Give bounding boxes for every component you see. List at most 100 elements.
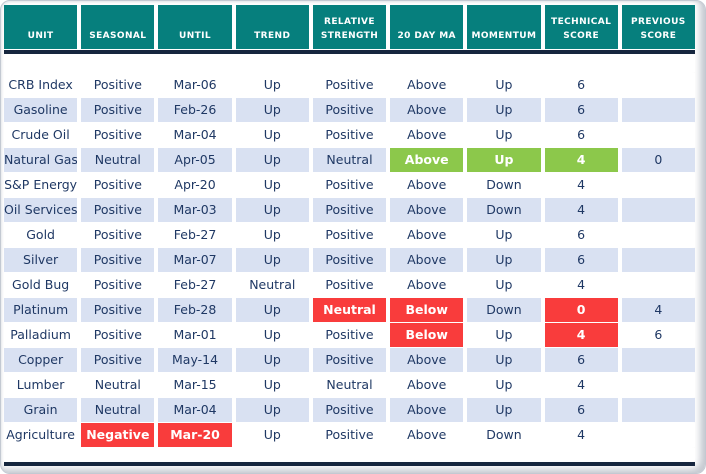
cell-relative-strength: Neutral [312,373,387,397]
cell-unit: CRB Index [4,73,78,97]
cell-technical-score: 6 [544,73,618,97]
cell-technical-score: 6 [544,398,618,422]
cell-relative-strength: Positive [312,123,387,147]
cell-momentum: Up [467,248,541,272]
cell-previous-score: 4 [621,298,695,322]
cell-seasonal: Positive [81,248,155,272]
cell-momentum: Up [467,123,541,147]
cell-trend: Up [235,73,309,97]
cell-unit: Gold [4,223,78,247]
cell-previous-score [621,123,695,147]
cell-until: Apr-20 [158,173,232,197]
commodity-score-table: UNIT SEASONAL UNTIL TREND RELATIVE STREN… [4,5,695,466]
cell-trend: Up [235,198,309,222]
column-header-momentum: MOMENTUM [467,5,541,49]
column-header-trend: TREND [235,5,309,49]
cell-unit: Oil Services [4,198,78,222]
cell-until: Mar-01 [158,323,232,347]
cell-trend: Up [235,423,309,447]
cell-until: May-14 [158,348,232,372]
header-underline-rule [4,50,695,54]
cell-trend: Up [235,323,309,347]
cell-momentum: Up [467,373,541,397]
cell-previous-score [621,373,695,397]
column-header-unit: UNIT [4,5,78,49]
cell-momentum: Up [467,398,541,422]
header-spacer-row [4,55,695,72]
cell-technical-score: 4 [544,323,618,347]
cell-unit: Natural Gas [4,148,78,172]
cell-technical-score: 4 [544,173,618,197]
cell-relative-strength: Positive [312,73,387,97]
cell-20-day-ma: Above [390,98,464,122]
cell-relative-strength: Neutral [312,298,387,322]
cell-seasonal: Positive [81,123,155,147]
cell-trend: Up [235,298,309,322]
cell-technical-score: 6 [544,223,618,247]
cell-unit: Agriculture [4,423,78,447]
column-header-until: UNTIL [158,5,232,49]
cell-technical-score: 0 [544,298,618,322]
cell-unit: Palladium [4,323,78,347]
cell-relative-strength: Positive [312,173,387,197]
cell-seasonal: Positive [81,298,155,322]
cell-relative-strength: Neutral [312,148,387,172]
cell-technical-score: 6 [544,248,618,272]
column-header-seasonal: SEASONAL [81,5,155,49]
cell-seasonal: Positive [81,173,155,197]
cell-technical-score: 6 [544,348,618,372]
cell-momentum: Up [467,348,541,372]
cell-20-day-ma: Above [390,423,464,447]
cell-until: Mar-04 [158,398,232,422]
cell-relative-strength: Positive [312,248,387,272]
cell-trend: Up [235,173,309,197]
cell-seasonal: Positive [81,323,155,347]
cell-20-day-ma: Above [390,173,464,197]
cell-momentum: Up [467,323,541,347]
cell-previous-score [621,398,695,422]
cell-momentum: Up [467,148,541,172]
cell-unit: Crude Oil [4,123,78,147]
cell-until: Feb-27 [158,223,232,247]
cell-relative-strength: Positive [312,348,387,372]
cell-seasonal: Negative [81,423,155,447]
cell-relative-strength: Positive [312,198,387,222]
cell-unit: Copper [4,348,78,372]
cell-until: Apr-05 [158,148,232,172]
cell-20-day-ma: Above [390,123,464,147]
cell-20-day-ma: Above [390,148,464,172]
cell-seasonal: Neutral [81,148,155,172]
cell-seasonal: Positive [81,273,155,297]
cell-seasonal: Positive [81,348,155,372]
cell-momentum: Down [467,298,541,322]
cell-previous-score: 0 [621,148,695,172]
cell-20-day-ma: Above [390,73,464,97]
cell-momentum: Down [467,198,541,222]
cell-seasonal: Neutral [81,373,155,397]
cell-momentum: Up [467,98,541,122]
cell-unit: Gold Bug [4,273,78,297]
cell-relative-strength: Positive [312,273,387,297]
cell-trend: Up [235,148,309,172]
cell-previous-score [621,98,695,122]
cell-technical-score: 6 [544,123,618,147]
cell-unit: Silver [4,248,78,272]
cell-relative-strength: Positive [312,223,387,247]
cell-until: Mar-20 [158,423,232,447]
cell-trend: Up [235,98,309,122]
cell-momentum: Down [467,173,541,197]
cell-unit: Grain [4,398,78,422]
cell-previous-score [621,273,695,297]
cell-seasonal: Positive [81,98,155,122]
cell-relative-strength: Positive [312,323,387,347]
cell-seasonal: Positive [81,198,155,222]
cell-previous-score [621,198,695,222]
cell-20-day-ma: Above [390,223,464,247]
cell-trend: Neutral [235,273,309,297]
cell-technical-score: 6 [544,98,618,122]
cell-unit: Platinum [4,298,78,322]
cell-until: Feb-26 [158,98,232,122]
cell-relative-strength: Positive [312,398,387,422]
cell-trend: Up [235,348,309,372]
